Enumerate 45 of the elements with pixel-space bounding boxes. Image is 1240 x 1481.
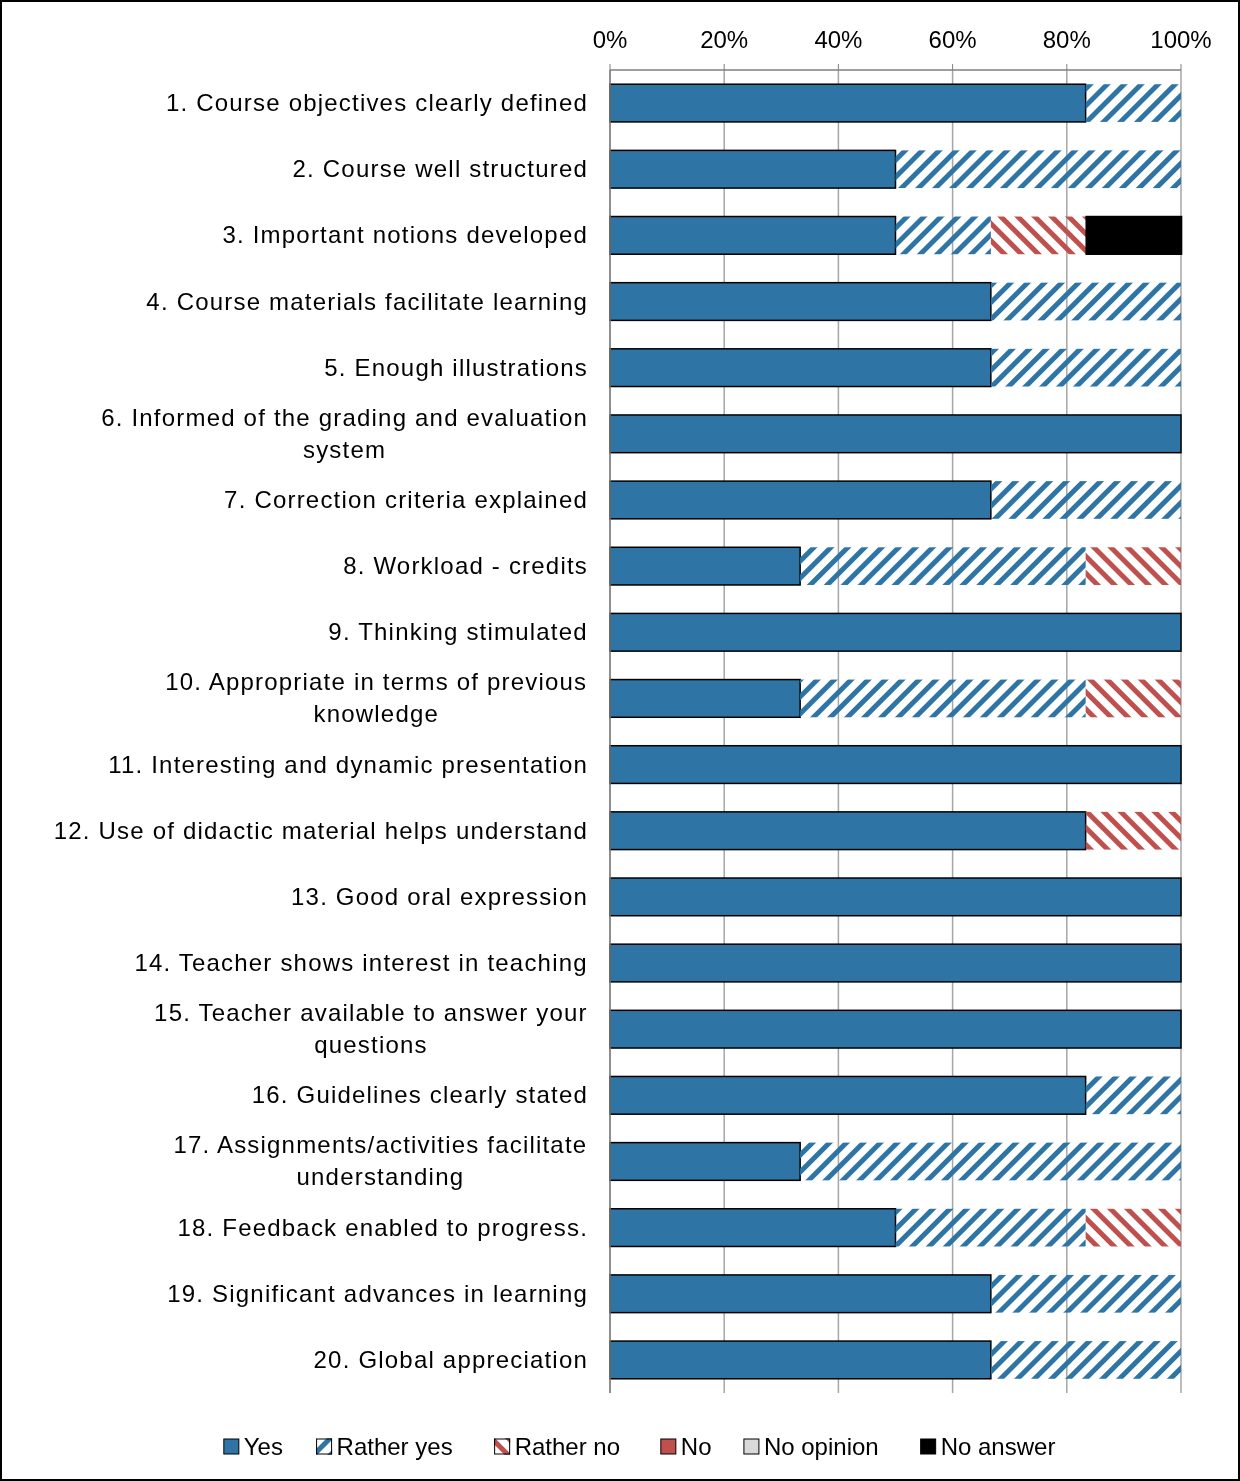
legend-label: No answer — [940, 1433, 1056, 1460]
y-tick-label: 1. Course objectives clearly defined — [165, 89, 589, 117]
x-tick-label: 100% — [1150, 26, 1212, 53]
bar — [609, 744, 1182, 785]
bar — [609, 877, 1182, 917]
y-tick-label: 3. Important notions developed — [222, 221, 588, 249]
y-tick-label: 2. Course well structured — [292, 155, 589, 183]
legend-label: Rather no — [514, 1433, 621, 1460]
bar — [609, 612, 1182, 652]
x-tick-label: 20% — [700, 26, 749, 53]
y-tick-label: 6. Informed of the grading and evaluation system — [101, 403, 588, 463]
y-tick-label: 7. Correction criteria explained — [224, 485, 588, 513]
y-tick-label: 9. Thinking stimulated — [328, 618, 588, 646]
bar — [1085, 679, 1181, 718]
y-tick-label: 18. Feedback enabled to progress. — [177, 1213, 588, 1241]
legend-label: No opinion — [763, 1433, 879, 1460]
x-tick-label: 80% — [1042, 26, 1091, 53]
y-tick-label: 8. Workload - credits — [343, 552, 589, 580]
y-tick-label: 19. Significant advances in learning — [167, 1279, 588, 1307]
y-tick-label: 5. Enough illustrations — [324, 353, 588, 381]
bar — [1085, 1208, 1181, 1247]
bar — [609, 414, 1182, 454]
x-tick-label: 60% — [928, 26, 977, 53]
legend-label: No — [680, 1433, 712, 1460]
bar — [990, 216, 1087, 255]
bar — [1085, 811, 1181, 850]
bar — [609, 1009, 1182, 1049]
bar — [1085, 547, 1181, 585]
legend-label: Yes — [243, 1433, 283, 1460]
legend-label: Rather yes — [336, 1433, 453, 1460]
bar — [609, 811, 1087, 851]
y-tick-label: 14. Teacher shows interest in teaching — [134, 949, 588, 977]
y-tick-label: 4. Course materials facilitate learning — [146, 287, 588, 315]
x-tick-label: 40% — [814, 26, 863, 53]
bar — [1085, 215, 1183, 255]
y-tick-label: 13. Good oral expression — [291, 882, 588, 910]
y-tick-label: 17. Assignments/activities facilitate understanding — [173, 1131, 588, 1191]
x-tick-label: 0% — [592, 26, 628, 53]
y-tick-label: 16. Guidelines clearly stated — [251, 1081, 589, 1109]
y-tick-label: 20. Global appreciation — [313, 1345, 588, 1373]
y-tick-label: 10. Appropriate in terms of previous knowledge — [165, 668, 588, 728]
bar — [609, 943, 1182, 983]
y-tick-label: 11. Interesting and dynamic presentation — [108, 750, 588, 778]
y-tick-label: 15. Teacher available to answer your questions — [154, 999, 588, 1059]
y-tick-label: 12. Use of didactic material helps understand — [53, 816, 589, 844]
